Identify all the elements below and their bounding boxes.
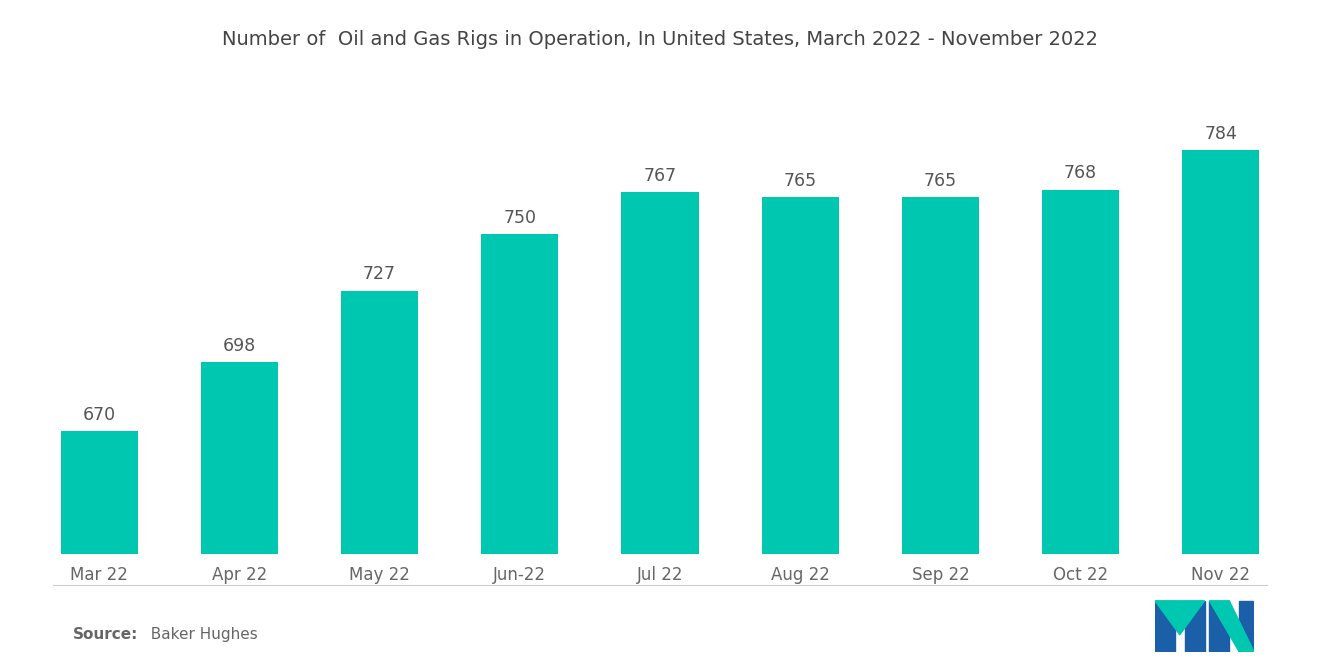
- Text: 768: 768: [1064, 164, 1097, 182]
- Bar: [1041, 190, 1119, 555]
- Text: Source:: Source:: [73, 626, 139, 642]
- Text: Number of  Oil and Gas Rigs in Operation, In United States, March 2022 - Novembe: Number of Oil and Gas Rigs in Operation,…: [222, 30, 1098, 49]
- Polygon shape: [1209, 601, 1229, 652]
- Text: 765: 765: [784, 172, 817, 190]
- Polygon shape: [1155, 601, 1175, 652]
- Bar: [201, 362, 279, 555]
- Bar: [622, 192, 698, 555]
- Text: 767: 767: [643, 167, 677, 185]
- Bar: [902, 197, 979, 555]
- Polygon shape: [1185, 601, 1204, 652]
- Text: 698: 698: [223, 336, 256, 355]
- Text: 765: 765: [924, 172, 957, 190]
- Bar: [482, 234, 558, 555]
- Polygon shape: [1155, 601, 1204, 634]
- Text: 750: 750: [503, 209, 536, 227]
- Bar: [1183, 150, 1259, 555]
- Bar: [61, 431, 137, 555]
- Polygon shape: [1209, 601, 1254, 652]
- Bar: [762, 197, 838, 555]
- Polygon shape: [1239, 601, 1254, 652]
- Text: 727: 727: [363, 265, 396, 283]
- Text: Baker Hughes: Baker Hughes: [141, 626, 257, 642]
- Text: 784: 784: [1204, 125, 1237, 143]
- Text: 670: 670: [83, 406, 116, 424]
- Bar: [341, 291, 418, 555]
